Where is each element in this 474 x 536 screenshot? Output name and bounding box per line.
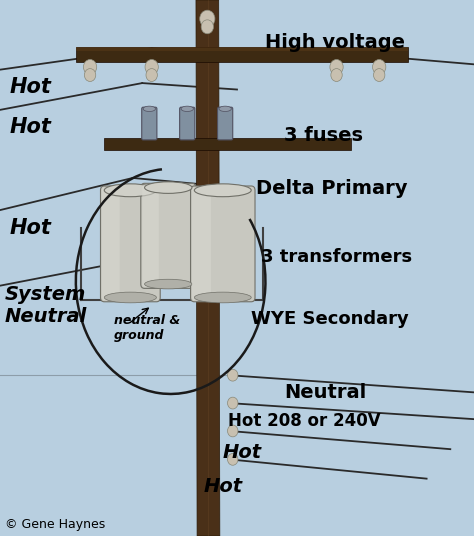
Circle shape bbox=[373, 59, 386, 75]
Circle shape bbox=[228, 425, 238, 437]
Ellipse shape bbox=[194, 292, 251, 303]
Circle shape bbox=[145, 59, 158, 75]
Text: 3 fuses: 3 fuses bbox=[284, 125, 364, 145]
FancyBboxPatch shape bbox=[142, 107, 157, 140]
Bar bbox=[76, 47, 408, 62]
Text: Hot: Hot bbox=[9, 77, 51, 97]
Circle shape bbox=[228, 453, 238, 465]
Ellipse shape bbox=[219, 106, 231, 111]
Circle shape bbox=[201, 20, 213, 34]
Circle shape bbox=[146, 69, 157, 81]
Ellipse shape bbox=[181, 106, 193, 111]
Circle shape bbox=[331, 69, 342, 81]
FancyBboxPatch shape bbox=[102, 188, 119, 300]
Ellipse shape bbox=[145, 182, 192, 193]
Ellipse shape bbox=[104, 184, 156, 197]
Circle shape bbox=[228, 369, 238, 381]
FancyBboxPatch shape bbox=[142, 185, 159, 287]
Circle shape bbox=[200, 10, 215, 27]
Text: Neutral: Neutral bbox=[284, 383, 367, 402]
FancyBboxPatch shape bbox=[100, 186, 160, 302]
FancyBboxPatch shape bbox=[141, 183, 196, 288]
Text: System
Neutral: System Neutral bbox=[5, 285, 87, 326]
Text: Delta Primary: Delta Primary bbox=[256, 179, 408, 198]
Text: High voltage: High voltage bbox=[265, 33, 405, 53]
Circle shape bbox=[228, 397, 238, 409]
FancyBboxPatch shape bbox=[131, 188, 143, 300]
Ellipse shape bbox=[194, 184, 251, 197]
FancyBboxPatch shape bbox=[168, 185, 180, 287]
Circle shape bbox=[374, 69, 385, 81]
Polygon shape bbox=[196, 0, 220, 536]
Ellipse shape bbox=[104, 292, 156, 303]
Circle shape bbox=[84, 69, 96, 81]
Text: Hot: Hot bbox=[223, 443, 262, 463]
Ellipse shape bbox=[145, 279, 192, 289]
FancyBboxPatch shape bbox=[180, 107, 195, 140]
FancyBboxPatch shape bbox=[223, 188, 237, 300]
Circle shape bbox=[330, 59, 343, 75]
FancyBboxPatch shape bbox=[191, 186, 255, 302]
Bar bbox=[104, 138, 351, 150]
Text: © Gene Haynes: © Gene Haynes bbox=[5, 518, 105, 531]
Text: Hot: Hot bbox=[9, 117, 51, 137]
Text: 3 transformers: 3 transformers bbox=[261, 248, 412, 266]
Text: Hot: Hot bbox=[9, 218, 51, 238]
FancyBboxPatch shape bbox=[218, 107, 233, 140]
Ellipse shape bbox=[143, 106, 155, 111]
Bar bbox=[76, 47, 408, 51]
Circle shape bbox=[83, 59, 97, 75]
Text: Hot 208 or 240V: Hot 208 or 240V bbox=[228, 412, 380, 430]
FancyBboxPatch shape bbox=[192, 188, 211, 300]
Text: Hot: Hot bbox=[204, 477, 243, 496]
Text: neutral &
ground: neutral & ground bbox=[114, 314, 180, 342]
Text: WYE Secondary: WYE Secondary bbox=[251, 310, 409, 328]
